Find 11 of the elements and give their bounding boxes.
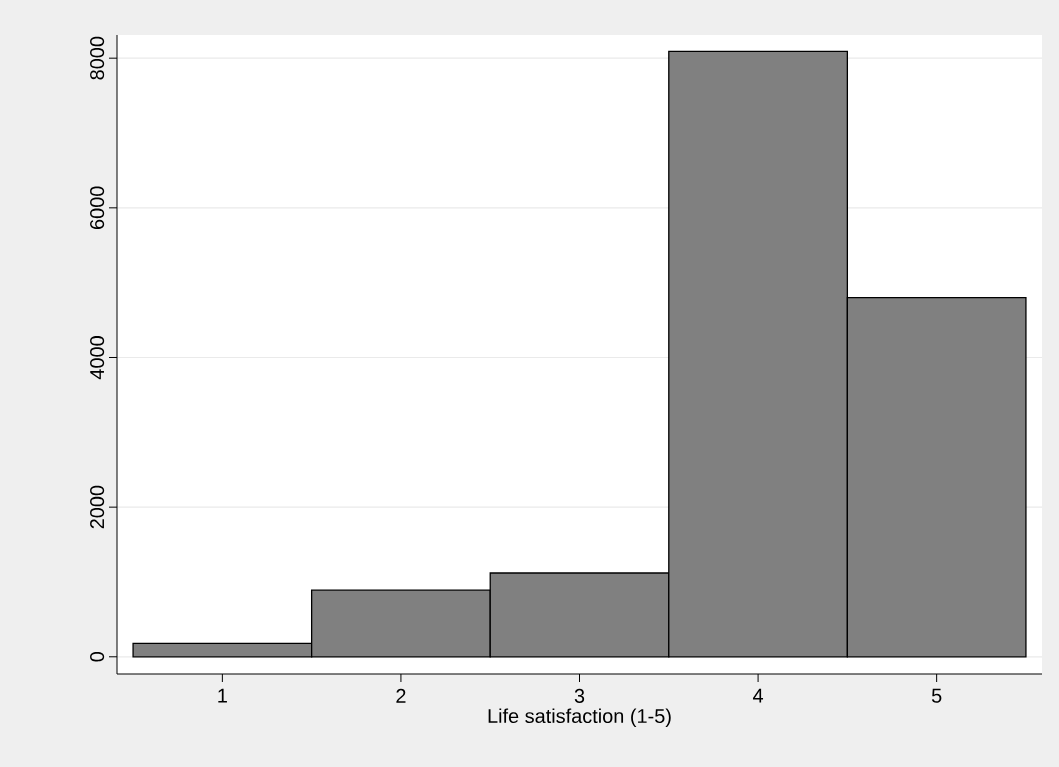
y-tick-label: 0 <box>90 652 105 662</box>
x-axis-title: Life satisfaction (1-5) <box>488 708 671 727</box>
x-tick-label: 2 <box>396 688 406 703</box>
x-tick-label: 5 <box>931 688 942 703</box>
y-tick-label: 8000 <box>90 36 105 80</box>
x-tick-label: 1 <box>218 688 227 703</box>
y-tick-label: 6000 <box>90 186 105 229</box>
x-tick-label: 3 <box>574 688 585 703</box>
y-tick-label: 2000 <box>90 485 105 529</box>
x-tick-label: 4 <box>752 688 764 703</box>
y-tick-label: 4000 <box>90 336 105 380</box>
